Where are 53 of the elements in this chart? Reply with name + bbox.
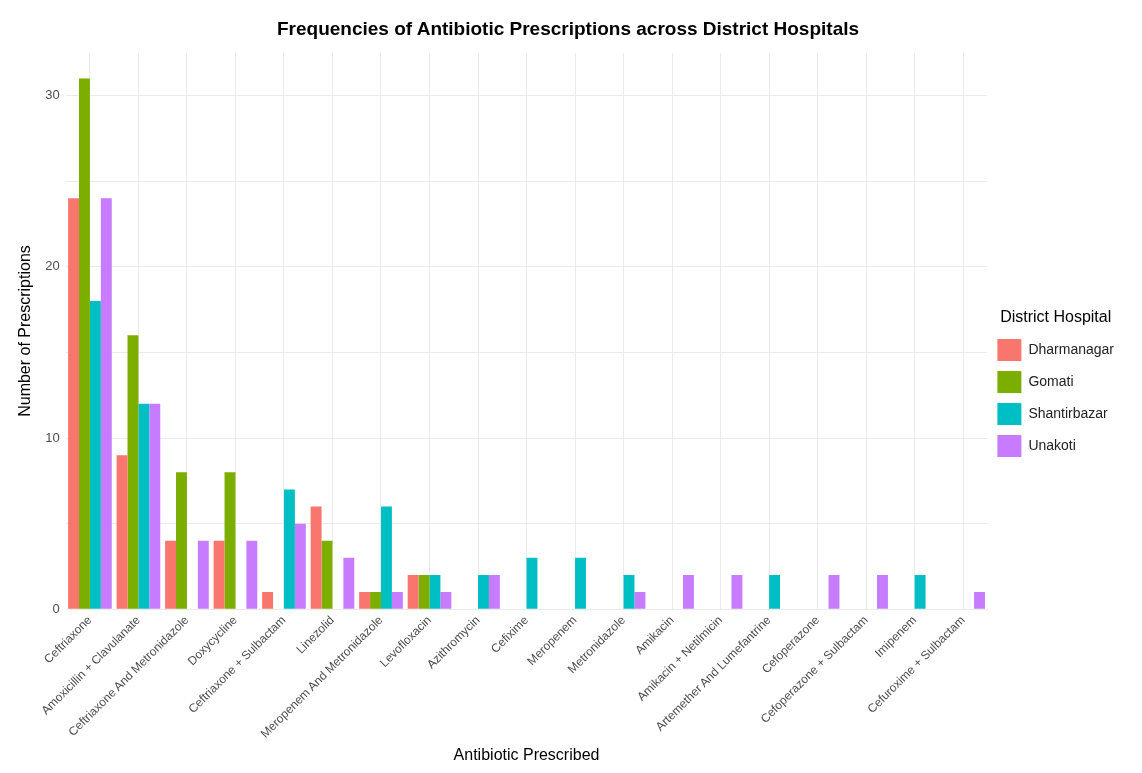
bar — [974, 592, 985, 609]
bar — [634, 592, 646, 609]
bar — [380, 506, 392, 609]
bar — [246, 540, 258, 609]
y-tick-label: 20 — [45, 258, 60, 274]
bar — [682, 574, 694, 609]
bar — [429, 574, 441, 609]
bar — [359, 592, 371, 609]
bar — [343, 557, 355, 609]
bar — [213, 540, 225, 609]
bar — [370, 592, 381, 609]
x-axis-title: Antibiotic Prescribed — [453, 745, 600, 763]
bar — [418, 574, 430, 609]
bar — [478, 574, 489, 609]
bar — [769, 574, 781, 609]
bar — [321, 540, 333, 609]
y-tick-label: 30 — [45, 87, 60, 103]
legend-label: Gomati — [1028, 372, 1074, 389]
bar — [89, 301, 101, 609]
bar — [877, 574, 888, 609]
bar — [127, 335, 139, 609]
bar — [79, 78, 90, 609]
bar — [283, 489, 295, 609]
legend-label: Dharmanagar — [1028, 340, 1115, 357]
bar — [526, 557, 538, 609]
bar — [440, 592, 452, 609]
bar — [731, 574, 743, 609]
bar — [262, 592, 274, 609]
legend-label: Shantirbazar — [1028, 404, 1109, 421]
bar — [575, 557, 586, 609]
bar — [149, 403, 161, 609]
chart-title: Frequencies of Antibiotic Prescriptions across District Hospitals — [276, 17, 860, 39]
bar — [310, 506, 322, 609]
bar — [828, 574, 840, 609]
bar — [623, 574, 635, 609]
bar — [391, 592, 403, 609]
bar — [165, 540, 177, 609]
bar — [914, 574, 926, 609]
legend-label: Unakoti — [1028, 436, 1076, 453]
bar — [68, 198, 79, 609]
bar — [176, 472, 187, 609]
bar — [138, 403, 150, 609]
y-tick-label: 0 — [52, 600, 60, 616]
y-tick-label: 10 — [45, 429, 60, 445]
bar — [488, 574, 500, 609]
bar — [197, 540, 209, 609]
bar — [100, 198, 112, 609]
bar — [224, 472, 236, 609]
legend-title: District Hospital — [1000, 308, 1112, 326]
bar — [116, 455, 128, 609]
bar — [407, 574, 419, 609]
bar — [294, 523, 306, 609]
y-axis-title: Number of Prescriptions — [16, 245, 34, 417]
